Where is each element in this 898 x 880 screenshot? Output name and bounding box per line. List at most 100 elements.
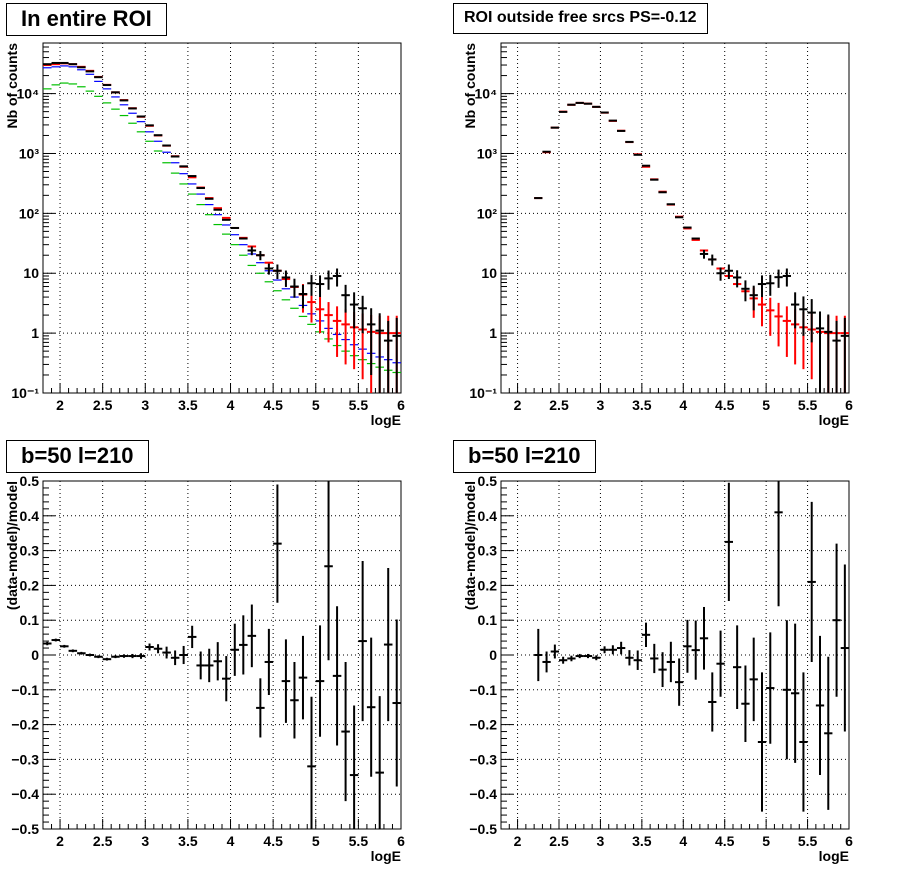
- data-point: [332, 306, 342, 357]
- data-point: [298, 635, 308, 720]
- data-point: [358, 295, 367, 334]
- x-tick-label: 3: [597, 397, 605, 413]
- data-point: [824, 656, 833, 810]
- data-point: [757, 292, 767, 327]
- data-point: [341, 309, 350, 365]
- data-point: [708, 254, 717, 266]
- data-point: [349, 705, 359, 829]
- data-point: [840, 317, 849, 393]
- y-axis-label: (data-model)/model: [4, 481, 20, 610]
- y-tick-label: −0.4: [469, 786, 497, 802]
- data-point: [716, 267, 725, 281]
- y-tick-label: 0.2: [478, 577, 498, 593]
- panel-top-left: 2 2.5 3 3.5 4 4.5 5 5.5 6 10⁻¹ 1 10 10² 10³ 10⁴ logE Nb …: [0, 0, 449, 437]
- data-point: [230, 623, 240, 676]
- data-point: [213, 642, 222, 681]
- x-tick-label: 3: [141, 833, 149, 849]
- x-tick-label: 2: [56, 833, 64, 849]
- data-point: [179, 645, 188, 665]
- x-tick-label: 2: [514, 833, 522, 849]
- data-point: [204, 648, 214, 683]
- data-point: [741, 665, 750, 742]
- data-point: [145, 643, 154, 651]
- data-point: [749, 285, 758, 311]
- data-point: [375, 313, 384, 393]
- data-point: [675, 658, 684, 706]
- data-point: [111, 655, 120, 659]
- x-tick-label: 3: [141, 397, 149, 413]
- data-point: [757, 672, 767, 812]
- data-point: [757, 275, 767, 298]
- y-tick-label: 10³: [477, 145, 498, 161]
- data-point: [222, 656, 231, 702]
- chart-title: In entire ROI: [6, 3, 167, 36]
- data-point: [324, 302, 333, 343]
- y-tick-label: 1: [489, 325, 497, 341]
- data-point: [170, 650, 180, 666]
- data-point: [51, 638, 61, 642]
- data-point: [315, 625, 325, 737]
- data-point: [366, 308, 376, 375]
- data-point: [247, 604, 257, 668]
- data-point: [774, 481, 783, 607]
- data-point: [807, 501, 816, 662]
- y-tick-label: 10⁻¹: [11, 385, 39, 401]
- data-point: [583, 653, 593, 659]
- data-point: [332, 606, 342, 746]
- data-point: [366, 637, 376, 777]
- data-point: [542, 651, 551, 673]
- data-point: [666, 641, 675, 683]
- data-point: [824, 314, 833, 393]
- y-tick-label: 0.5: [478, 473, 498, 489]
- data-point: [691, 620, 700, 680]
- data-point: [782, 306, 791, 357]
- data-point: [832, 320, 841, 393]
- data-point: [239, 615, 248, 675]
- plot-frame: [42, 42, 402, 394]
- data-point: [559, 656, 568, 664]
- chart-title: b=50 l=210: [453, 440, 596, 473]
- x-tick-label: 5.5: [349, 397, 369, 413]
- data-point: [658, 652, 667, 688]
- data-point: [699, 606, 709, 670]
- data-point: [699, 249, 709, 259]
- data-point: [791, 292, 800, 329]
- data-point: [307, 274, 316, 296]
- x-tick-label: 5: [312, 397, 320, 413]
- data-point: [307, 696, 316, 829]
- x-tick-label: 4.5: [715, 833, 735, 849]
- y-tick-label: 0.4: [20, 508, 40, 524]
- data-point: [290, 661, 299, 739]
- y-axis-label: Nb of counts: [462, 43, 478, 129]
- data-point: [625, 650, 634, 666]
- y-tick-label: −0.5: [11, 821, 39, 837]
- y-tick-label: 10⁴: [17, 86, 40, 102]
- data-point: [264, 263, 274, 275]
- data-point: [782, 268, 791, 287]
- x-tick-label: 5: [312, 833, 320, 849]
- data-point: [749, 637, 758, 722]
- plot-frame: [500, 42, 850, 394]
- data-point: [608, 645, 617, 655]
- data-point: [102, 657, 112, 661]
- x-tick-label: 3.5: [632, 833, 652, 849]
- x-tick-label: 5: [762, 833, 770, 849]
- plot-frame: [500, 480, 850, 830]
- x-tick-label: 2.5: [93, 833, 113, 849]
- data-point: [575, 653, 584, 659]
- data-point: [85, 653, 95, 657]
- y-tick-label: 10²: [19, 205, 40, 221]
- data-point: [633, 650, 642, 670]
- chart-top-right: 2 2.5 3 3.5 4 4.5 5 5.5 6 10⁻¹ 1 10 10² 10³ 10⁴ logE Nb …: [462, 42, 853, 428]
- data-point: [315, 297, 325, 334]
- data-point: [782, 620, 791, 760]
- data-point: [683, 619, 692, 673]
- data-point: [383, 320, 393, 393]
- y-tick-label: −0.2: [11, 717, 39, 733]
- x-axis-label: logE: [819, 848, 849, 864]
- data-point: [119, 654, 129, 658]
- x-tick-label: 2.5: [549, 833, 569, 849]
- data-point: [290, 278, 299, 298]
- y-tick-label: 10⁻¹: [469, 385, 497, 401]
- data-point: [68, 649, 78, 653]
